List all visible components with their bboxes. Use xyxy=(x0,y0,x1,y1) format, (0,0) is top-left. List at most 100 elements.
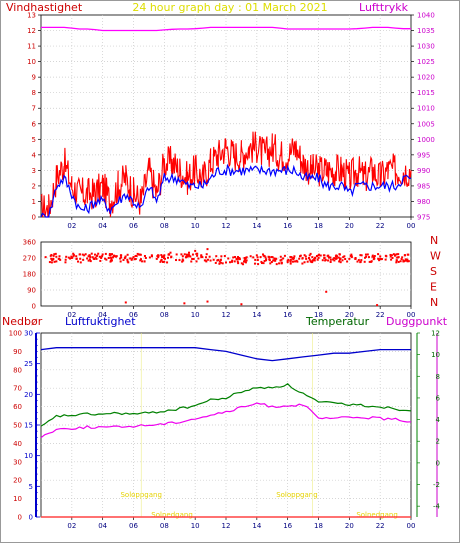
direction-point xyxy=(289,255,292,258)
dir-ytick-label: 360 xyxy=(23,239,36,247)
temp-ytick-label: 2 xyxy=(436,438,440,446)
direction-point xyxy=(75,255,78,258)
direction-point xyxy=(344,258,347,261)
direction-point xyxy=(282,257,285,260)
direction-point xyxy=(141,260,144,263)
wind-xtick-label: 18 xyxy=(314,222,323,230)
direction-point xyxy=(360,254,363,257)
direction-point xyxy=(304,255,307,258)
direction-point xyxy=(89,260,92,263)
direction-point xyxy=(97,252,100,255)
direction-point xyxy=(254,258,257,261)
direction-point xyxy=(105,258,108,261)
direction-point xyxy=(309,252,312,255)
temp-ytick-label: 0 xyxy=(436,459,440,467)
direction-point xyxy=(404,258,407,261)
wind-ytick-label: 4 xyxy=(32,151,37,159)
direction-point xyxy=(143,254,146,257)
wind-ytick-label: 13 xyxy=(27,12,36,20)
direction-point xyxy=(279,255,282,258)
direction-point xyxy=(183,302,186,305)
direction-point xyxy=(219,258,222,261)
wind-xtick-label: 02 xyxy=(67,222,76,230)
temp-ytick-label: 10 xyxy=(431,351,440,359)
direction-point xyxy=(220,255,223,258)
direction-point xyxy=(327,259,330,262)
direction-point xyxy=(244,261,247,264)
direction-point xyxy=(50,257,53,260)
direction-point xyxy=(376,304,379,307)
direction-point xyxy=(283,254,286,257)
direction-point xyxy=(252,256,255,259)
direction-point xyxy=(91,256,94,259)
direction-point xyxy=(110,259,113,262)
temp-ytick-label: 12 xyxy=(431,330,440,338)
wind-xtick-label: 14 xyxy=(252,222,261,230)
direction-point xyxy=(107,257,110,259)
direction-point xyxy=(384,258,387,261)
direction-point xyxy=(298,257,301,260)
direction-point xyxy=(124,301,127,304)
direction-point xyxy=(230,260,233,263)
direction-point xyxy=(169,251,172,254)
direction-point xyxy=(79,257,82,260)
direction-point xyxy=(338,260,341,263)
direction-point xyxy=(343,255,346,258)
direction-point xyxy=(317,256,320,259)
direction-point xyxy=(373,257,376,260)
rain-axis-title: Nedbør xyxy=(2,315,43,328)
direction-point xyxy=(84,253,87,256)
direction-point xyxy=(350,253,353,256)
direction-point xyxy=(322,254,325,257)
direction-point xyxy=(294,260,297,263)
direction-point xyxy=(64,258,67,261)
wind-xtick-label: 16 xyxy=(283,222,292,230)
direction-point xyxy=(339,257,342,260)
hum-xtick-label: 12 xyxy=(222,522,231,530)
hum-xtick-label: 04 xyxy=(98,522,107,530)
direction-point xyxy=(134,254,137,257)
wind-ytick-label: 2 xyxy=(32,182,36,190)
direction-point xyxy=(110,253,113,256)
direction-point xyxy=(155,257,158,260)
pressure-ytick-label: 1030 xyxy=(417,43,435,51)
hum-xtick-label: 06 xyxy=(129,522,138,530)
direction-point xyxy=(368,260,371,263)
direction-point xyxy=(314,257,317,260)
direction-point xyxy=(55,255,58,258)
direction-point xyxy=(366,253,369,256)
direction-point xyxy=(81,253,84,256)
humidity-temperature-chart: 0102030405060708090100051015202530-4-202… xyxy=(9,330,441,531)
direction-point xyxy=(308,254,311,257)
direction-label: N xyxy=(430,234,438,247)
direction-point xyxy=(359,254,362,257)
rain-ytick-label: 10 xyxy=(24,452,33,460)
direction-point xyxy=(178,259,181,262)
wind-ytick-label: 1 xyxy=(32,198,36,206)
dir-xtick-label: 10 xyxy=(191,311,200,319)
direction-point xyxy=(191,253,194,256)
dir-xtick-label: 06 xyxy=(129,311,138,319)
direction-point xyxy=(371,254,374,257)
direction-point xyxy=(135,255,138,258)
humidity-ytick-label: 0 xyxy=(18,514,22,522)
direction-point xyxy=(329,260,332,263)
hum-xtick-label: 00 xyxy=(407,522,416,530)
direction-point xyxy=(342,256,345,259)
direction-point xyxy=(293,255,296,258)
direction-point xyxy=(396,256,399,259)
direction-point xyxy=(192,257,195,260)
pressure-ytick-label: 1005 xyxy=(417,120,435,128)
wind-ytick-label: 0 xyxy=(32,214,36,222)
direction-point xyxy=(275,257,278,260)
direction-point xyxy=(196,254,199,257)
direction-point xyxy=(291,260,294,263)
direction-point xyxy=(406,253,409,256)
direction-point xyxy=(402,260,405,263)
direction-point xyxy=(319,254,322,257)
direction-point xyxy=(132,256,135,259)
direction-point xyxy=(338,253,341,256)
direction-point xyxy=(395,259,398,262)
direction-point xyxy=(205,253,208,256)
direction-point xyxy=(50,261,53,264)
